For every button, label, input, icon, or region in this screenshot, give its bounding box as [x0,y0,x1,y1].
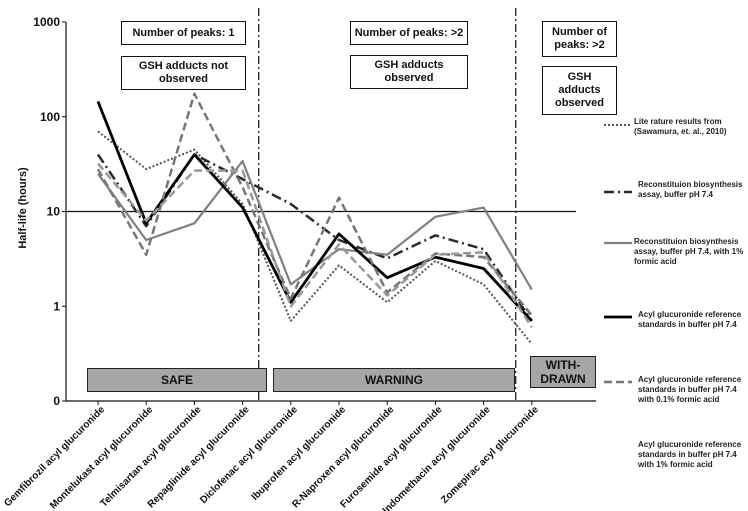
legend-item-literature: Lite rature results from (Sawamura, et. … [604,117,746,141]
legend-label-reconstitution-buffer: Reconstituion biosynthesis assay, buffer… [638,180,743,199]
legend-swatch-reference-buffer [604,315,632,319]
x-tick-label: Telmisartan acyl glucuronide [98,404,203,509]
series-lines [96,92,533,345]
safe-band: SAFE [87,368,267,392]
warning-peaks-box: Number of peaks: >2 [350,21,468,45]
legend-swatch-reconstitution-buffer [604,190,632,194]
y-tick-label: 1 [53,299,60,313]
legend-swatch-reference-01-formic [604,380,632,384]
series-line-3 [96,100,533,322]
series-line-1 [96,153,533,322]
safe-peaks-box: Number of peaks: 1 [121,21,246,45]
x-tick-label: Repaglinide acyl glucuronide [146,404,252,510]
series-line-0 [97,130,533,345]
legend-item-reference-1-formic: Acyl glucuronide reference standards in … [604,440,746,482]
x-tick-label: Diclofenac acyl glucuronide [198,404,300,506]
y-tick-label: 0 [53,394,60,408]
legend-swatch-reconstitution-formic [604,241,632,245]
withdrawn-gsh-box: GSH adducts observed [542,66,617,115]
legend-item-reference-01-formic: Acyl glucuronide reference standards in … [604,375,746,417]
x-category-labels: Gemfibrozil acyl glucuronideMontelukast … [2,401,541,511]
warning-band: WARNING [273,368,515,392]
legend-label-literature: Lite rature results from (Sawamura, et. … [634,117,727,136]
y-tick-label: 1000 [33,15,60,29]
legend-item-reconstitution-buffer: Reconstituion biosynthesis assay, buffer… [604,180,746,212]
series-line-4 [96,92,533,317]
x-tick-label: R-Naproxen acyl glucuronide [290,404,396,510]
x-tick-label: Furosemide acyl glucuronide [339,404,445,510]
series-line-5 [97,162,533,328]
withdrawn-peaks-box: Number of peaks: >2 [542,21,617,57]
y-tick-label: 10 [47,205,61,219]
legend-label-reference-buffer: Acyl glucuronide reference standards in … [638,310,742,329]
x-tick-label: Gemfibrozil acyl glucuronide [2,404,107,509]
y-tick-label: 100 [40,110,60,124]
legend-swatch-literature [604,124,632,126]
legend-item-reconstitution-formic: Reconstituion biosynthesis assay, buffer… [604,237,746,279]
x-tick-label: Zomepirac acyl glucuronide [439,404,541,506]
x-tick-label: Montelukast acyl glucuronide [48,404,155,511]
x-tick-label: Ibuprofen acyl glucuronide [250,404,349,503]
legend-label-reference-01-formic: Acyl glucuronide reference standards in … [638,375,742,404]
y-axis-label: Half-life (hours) [17,167,29,249]
legend-label-reference-1-formic: Acyl glucuronide reference standards in … [638,440,742,469]
warning-gsh-box: GSH adducts observed [350,55,468,89]
legend-item-reference-buffer: Acyl glucuronide reference standards in … [604,310,746,342]
safe-gsh-box: GSH adducts not observed [121,56,246,90]
legend-label-reconstitution-formic: Reconstituion biosynthesis assay, buffer… [634,237,744,266]
withdrawn-band: WITH-DRAWN [530,356,596,388]
